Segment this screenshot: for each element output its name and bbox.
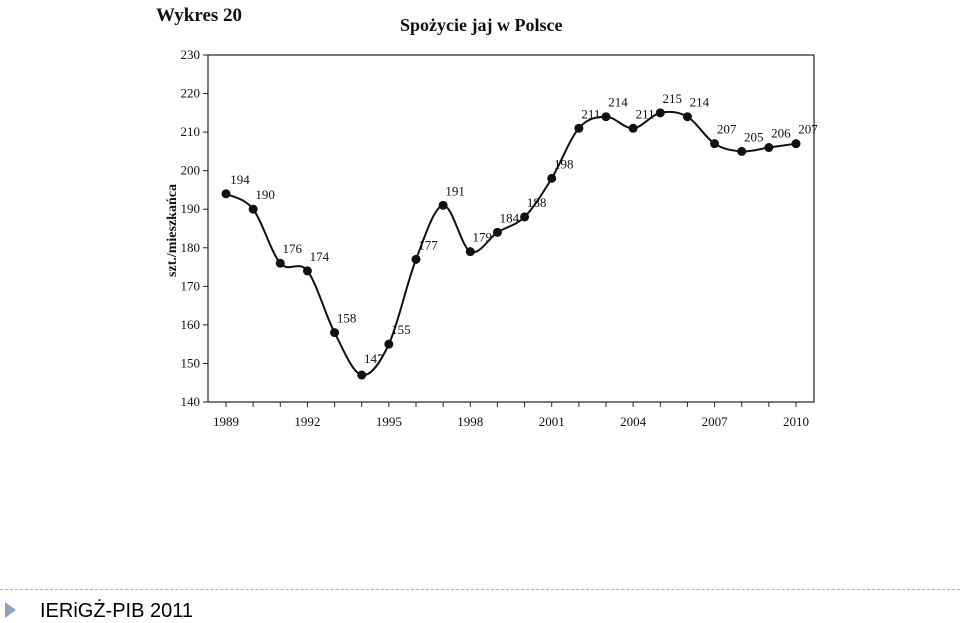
data-point (574, 123, 584, 133)
x-tick-label: 2004 (620, 414, 647, 429)
figure-label: Wykres 20 (156, 5, 243, 26)
footer-source: IERiGŻ-PIB 2011 (40, 600, 194, 622)
data-point (601, 112, 611, 122)
y-tick-label: 180 (181, 240, 201, 255)
x-tick-label: 2007 (702, 414, 729, 429)
plot-frame (207, 54, 815, 403)
data-point (330, 328, 340, 338)
line-chart: 140 150 160 170 180 190 200 210 220 230 1989 1992 19… (165, 47, 818, 429)
data-label: 206 (771, 126, 791, 141)
footer-divider (0, 589, 960, 590)
data-label: 194 (230, 172, 250, 187)
bullet-arrow-icon (5, 602, 16, 618)
data-label: 214 (690, 95, 710, 110)
data-label: 174 (310, 249, 330, 264)
data-label: 179 (473, 230, 493, 245)
data-point (710, 139, 720, 149)
data-point (221, 189, 231, 199)
data-point (655, 108, 665, 118)
y-axis-label: szt./mieszkańca (165, 184, 180, 277)
data-label: 158 (337, 311, 357, 326)
data-label: 184 (500, 210, 520, 225)
data-point (275, 258, 285, 268)
x-tick-label: 1992 (294, 414, 320, 429)
data-label: 198 (554, 156, 574, 171)
y-tick-label: 160 (181, 317, 201, 332)
x-tick-label: 1998 (457, 414, 483, 429)
x-tick-label: 1995 (376, 414, 402, 429)
chart-figure: Wykres 20 Spożycie jaj w Polsce 140 150 16… (156, 5, 818, 429)
data-label: 205 (744, 129, 764, 144)
y-tick-label: 190 (181, 201, 201, 216)
data-point (384, 339, 394, 349)
y-tick-label: 210 (181, 124, 201, 139)
data-point (737, 146, 747, 156)
data-label: 207 (798, 122, 818, 137)
data-point (357, 370, 367, 380)
data-label: 188 (527, 195, 547, 210)
y-tick-label: 140 (181, 394, 201, 409)
x-tick-label: 1989 (213, 414, 239, 429)
data-point (520, 212, 530, 222)
data-label: 191 (445, 183, 465, 198)
x-tick-label: 2001 (539, 414, 565, 429)
data-label: 177 (418, 237, 438, 252)
data-point (438, 200, 448, 210)
y-tick-label: 150 (181, 355, 201, 370)
data-point (492, 227, 502, 237)
data-point (682, 112, 692, 122)
data-label: 176 (283, 241, 303, 256)
data-label: 211 (636, 106, 655, 121)
data-label: 215 (663, 91, 683, 106)
data-label: 207 (717, 122, 737, 137)
data-point (791, 139, 801, 149)
data-point (411, 254, 421, 264)
slide-footer: IERiGŻ-PIB 2011 (0, 594, 960, 623)
data-label: 214 (608, 95, 628, 110)
x-tick-label: 2010 (783, 414, 809, 429)
data-point (628, 123, 638, 133)
data-point (465, 247, 475, 257)
y-tick-label: 200 (181, 163, 201, 178)
chart-title: Spożycie jaj w Polsce (400, 15, 563, 35)
y-tick-label: 170 (181, 278, 201, 293)
y-tick-label: 220 (181, 86, 201, 101)
data-point (302, 266, 312, 276)
y-tick-label: 230 (181, 47, 201, 62)
data-label: 211 (581, 106, 600, 121)
data-label: 155 (391, 322, 411, 337)
data-point (547, 173, 557, 183)
data-label: 190 (255, 187, 275, 202)
series-line (225, 110, 797, 377)
data-point (248, 204, 258, 214)
data-label: 147 (364, 351, 384, 366)
data-point (764, 143, 774, 153)
